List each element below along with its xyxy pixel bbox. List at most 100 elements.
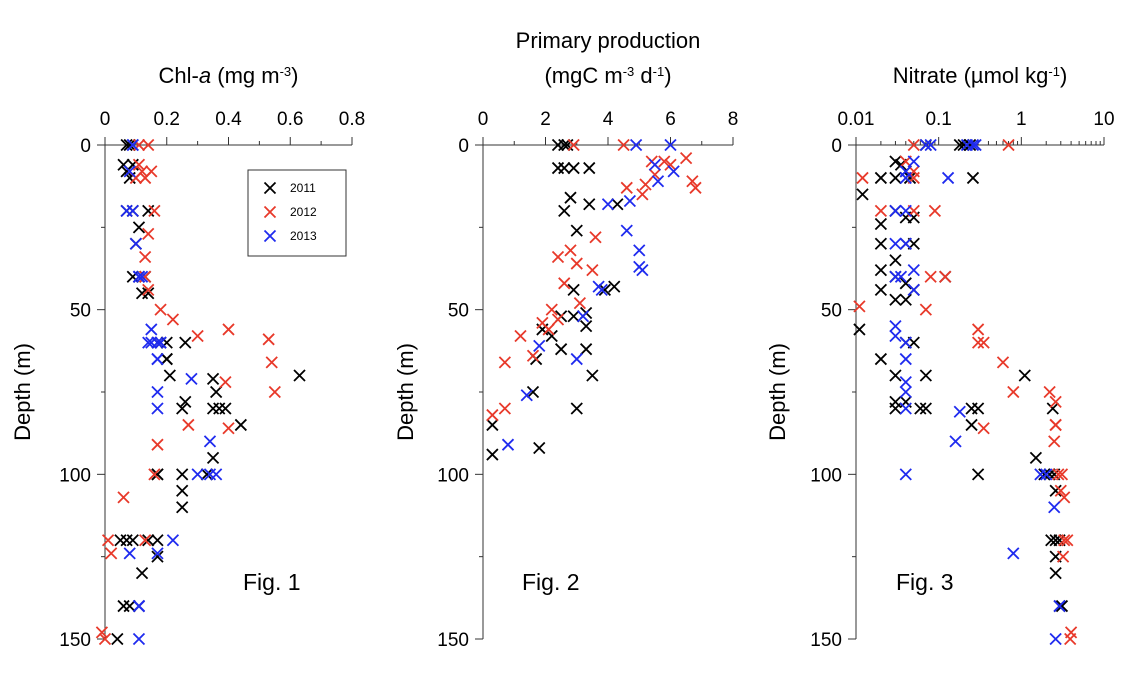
- data-point-2011: [874, 237, 888, 250]
- data-point-2011: [1029, 451, 1043, 465]
- data-point-2012: [148, 204, 161, 218]
- data-point-2012: [573, 296, 587, 310]
- y-tick-label: 100: [437, 465, 469, 486]
- data-point-2013: [151, 336, 164, 349]
- data-point-2011: [853, 323, 866, 336]
- chart-panel-primary-production: 0 2 4 6 8 0 50 100 150 Depth (m) Primary productio…: [393, 28, 738, 651]
- data-point-2012: [148, 468, 161, 481]
- data-point-2012: [542, 323, 555, 336]
- title-part: (mgC m: [544, 63, 622, 88]
- data-point-2011: [120, 534, 133, 547]
- data-point-2012: [977, 422, 990, 435]
- data-point-2011: [1038, 468, 1051, 481]
- y-tick-label: 150: [59, 630, 91, 651]
- data-point-2011: [554, 343, 568, 356]
- data-point-2012: [664, 158, 677, 171]
- data-point-2012: [639, 178, 652, 191]
- data-point-2013: [899, 336, 912, 349]
- data-point-2013: [907, 155, 920, 168]
- data-point-2012: [1049, 418, 1062, 432]
- y-tick-label: 50: [448, 301, 469, 322]
- data-point-2011: [200, 468, 214, 481]
- data-point-2013: [129, 237, 143, 250]
- data-point-2011: [1055, 599, 1069, 613]
- chart-title: Chl-a (mg m-3): [159, 63, 299, 88]
- legend-label: 2013: [290, 229, 317, 243]
- title-part: ): [664, 63, 671, 88]
- title-part: ): [1060, 63, 1067, 88]
- data-point-2011: [486, 418, 499, 432]
- data-point-2011: [117, 599, 130, 613]
- data-point-2011: [551, 138, 565, 152]
- data-point-2011: [123, 138, 136, 152]
- data-point-2012: [182, 418, 195, 432]
- data-point-2013: [126, 138, 139, 152]
- data-point-2012: [853, 300, 866, 313]
- data-point-2011: [176, 468, 189, 481]
- data-point-2011: [966, 171, 980, 185]
- data-point-2012: [1048, 435, 1061, 448]
- title-part: a: [199, 63, 211, 88]
- data-point-2012: [219, 375, 232, 389]
- data-point-2013: [899, 204, 912, 218]
- data-point-2012: [551, 250, 565, 264]
- title-superscript: -3: [280, 64, 292, 79]
- data-point-2011: [142, 534, 155, 547]
- data-point-2013: [142, 336, 155, 349]
- data-point-2013: [667, 165, 680, 178]
- data-point-2013: [899, 402, 912, 415]
- title-superscript: -1: [653, 64, 665, 79]
- data-point-2012: [142, 283, 155, 297]
- data-point-2012: [558, 277, 571, 290]
- data-point-2012: [919, 303, 932, 316]
- data-point-2012: [570, 257, 583, 270]
- data-point-2011: [889, 254, 902, 267]
- data-point-2013: [966, 138, 980, 152]
- data-point-2012: [907, 138, 920, 152]
- legend-marker-2013: [263, 229, 277, 243]
- data-point-2013: [203, 435, 217, 448]
- y-tick-label: 100: [810, 465, 842, 486]
- data-point-2011: [579, 343, 593, 356]
- data-point-2011: [919, 369, 932, 382]
- data-point-2011: [123, 599, 136, 613]
- data-point-2013: [151, 402, 164, 415]
- data-point-2013: [907, 264, 920, 277]
- data-point-2011: [889, 171, 902, 185]
- data-point-2013: [953, 405, 966, 418]
- data-point-2011: [971, 468, 985, 481]
- data-point-2012: [95, 626, 109, 639]
- data-point-2011: [1018, 369, 1031, 382]
- data-point-2012: [1007, 385, 1020, 399]
- data-point-2012: [567, 138, 580, 152]
- data-point-2012: [971, 336, 985, 349]
- data-point-2011: [1046, 402, 1059, 415]
- legend: 2011 2012 2013: [247, 169, 347, 257]
- data-point-2012: [514, 329, 527, 343]
- data-point-2011: [132, 221, 146, 234]
- data-point-2012: [139, 171, 152, 185]
- data-point-2013: [601, 198, 615, 211]
- data-point-2012: [648, 168, 662, 181]
- data-point-2012: [977, 336, 990, 349]
- data-point-2013: [623, 194, 637, 208]
- x-tick-label: 2: [540, 109, 551, 130]
- legend-label: 2012: [290, 205, 317, 219]
- data-point-2011: [889, 155, 902, 168]
- data-point-2013: [907, 283, 920, 297]
- data-point-2013: [924, 138, 937, 152]
- data-point-2012: [268, 385, 281, 399]
- x-tick-label: 0: [478, 109, 489, 130]
- title-part: Chl-: [159, 63, 199, 88]
- data-point-2013: [889, 237, 902, 250]
- data-point-2011: [889, 293, 902, 306]
- data-point-2012: [222, 422, 235, 435]
- data-point-2012: [526, 349, 540, 362]
- data-point-2013: [1053, 599, 1066, 613]
- data-point-2011: [151, 550, 164, 563]
- data-point-2013: [1007, 547, 1020, 560]
- y-tick-label: 0: [458, 136, 469, 157]
- x-tick-label: 0: [100, 109, 111, 130]
- title-part: ): [291, 63, 298, 88]
